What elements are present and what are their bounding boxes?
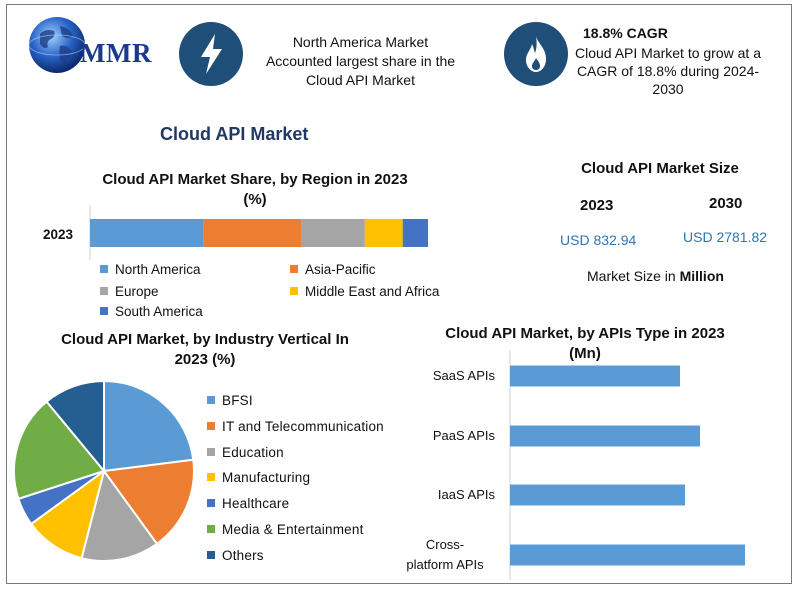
fact2-line1: Cloud API Market to grow at a — [575, 45, 761, 61]
market-size-value-2023: USD 832.94 — [560, 232, 637, 248]
region-legend-label: North America — [115, 262, 201, 277]
api-bar-paas-apis — [510, 425, 700, 447]
region-bar-segment-north-america — [90, 219, 204, 247]
api-category-label-line: Cross- — [425, 537, 465, 552]
api-chart-title-line1: Cloud API Market, by APIs Type in 2023 — [445, 325, 725, 342]
globe-icon — [28, 17, 86, 73]
pie-slice-others — [45, 379, 105, 474]
region-legend-label: Asia-Pacific — [305, 262, 376, 277]
region-legend-swatch — [290, 287, 298, 295]
pie-legend-swatch — [207, 421, 215, 430]
region-stacked-bar-chart — [89, 205, 428, 260]
region-legend-swatch — [290, 265, 298, 273]
logo-text: MMR — [80, 38, 152, 68]
fact1-line3: Cloud API Market — [306, 72, 415, 88]
api-bar-saas-apis — [510, 365, 680, 387]
fact1-icon-circle — [179, 22, 243, 86]
region-bar-segment-asia-pacific — [203, 219, 302, 247]
pie-legend-swatch — [207, 525, 215, 533]
market-size-unit: Market Size in Million — [587, 268, 724, 284]
market-size-unit-prefix: Market Size in — [587, 268, 680, 284]
pie-legend-label: Education — [222, 444, 284, 460]
fact2-text: Cloud API Market to grow at a CAGR of 18… — [568, 44, 768, 98]
fact2-icon-circle — [504, 22, 568, 86]
pie-legend-swatch — [207, 473, 215, 482]
pie-legend-label: IT and Telecommunication — [222, 418, 384, 434]
region-bar-segment-europe — [301, 219, 365, 247]
fact1-line2: Accounted largest share in the — [265, 53, 456, 69]
pie-chart-title: Cloud API Market, by Industry Vertical I… — [30, 330, 380, 370]
region-legend-swatch — [100, 307, 108, 315]
fact1-line1: North America Market — [292, 34, 429, 50]
region-legend-label: Middle East and Africa — [305, 284, 440, 299]
region-legend-swatch — [100, 287, 108, 295]
fact2-line2: CAGR of 18.8% during 2024- — [576, 63, 760, 79]
market-size-title: Cloud API Market Size — [581, 160, 739, 177]
pie-legend-label: Manufacturing — [222, 470, 311, 486]
region-legend-item-north-america: North America — [100, 262, 201, 277]
api-category-label-line: IaaS APIs — [437, 487, 495, 502]
market-size-year-2023: 2023 — [580, 197, 614, 214]
api-category-label-line: SaaS APIs — [432, 368, 495, 383]
fact2-title: 18.8% CAGR — [583, 25, 668, 41]
infographic-frame — [6, 4, 792, 584]
api-type-bar-chart — [509, 350, 745, 580]
region-legend-item-asia-pacific: Asia-Pacific — [290, 262, 376, 277]
api-bar-cross-platform-apis — [510, 544, 745, 566]
logo: MMR — [22, 12, 172, 82]
market-size-unit-bold: Million — [679, 268, 724, 284]
pie-legend-item-others: Others — [207, 548, 264, 563]
region-legend-item-middle-east-and-africa: Middle East and Africa — [290, 284, 439, 299]
pie-slice-it-and-telecommunication — [102, 458, 195, 546]
region-bar-segment-south-america — [402, 219, 428, 247]
pie-legend-item-manufacturing: Manufacturing — [207, 470, 310, 485]
api-category-label-paas-apis: PaaS APIs — [395, 426, 495, 446]
pie-legend-item-bfsi: BFSI — [207, 393, 253, 408]
pie-legend-label: Others — [222, 547, 264, 563]
pie-legend-item-education: Education — [207, 445, 284, 460]
main-title: Cloud API Market — [160, 124, 309, 144]
pie-legend-swatch — [207, 396, 215, 404]
pie-legend-swatch — [207, 447, 215, 456]
industry-pie-chart — [13, 379, 195, 562]
region-chart-title: Cloud API Market Share, by Region in 202… — [80, 170, 430, 210]
region-bar-segment-middle-east-and-africa — [364, 219, 403, 247]
fact1-text: North America Market Accounted largest s… — [248, 33, 473, 90]
region-chart-title-line2: (%) — [243, 191, 267, 208]
pie-slice-media-entertainment — [13, 400, 106, 501]
region-chart-title-line1: Cloud API Market Share, by Region in 202… — [102, 171, 408, 188]
region-legend-swatch — [100, 265, 108, 273]
api-category-label-saas-apis: SaaS APIs — [395, 366, 495, 386]
region-bar-category-label: 2023 — [43, 227, 74, 242]
pie-legend-label: Healthcare — [222, 496, 290, 512]
market-size-year-2030: 2030 — [709, 195, 743, 212]
pie-legend-swatch — [207, 499, 215, 508]
region-legend-item-europe: Europe — [100, 284, 159, 299]
lightning-bolt-icon — [201, 34, 222, 74]
pie-slice-education — [80, 468, 159, 562]
api-chart-title-line2: (Mn) — [569, 345, 601, 362]
pie-legend-item-healthcare: Healthcare — [207, 496, 289, 511]
api-bar-iaas-apis — [510, 484, 685, 506]
pie-slice-bfsi — [103, 379, 195, 473]
region-legend-item-south-america: South America — [100, 304, 203, 319]
api-category-label-iaas-apis: IaaS APIs — [395, 485, 495, 505]
pie-legend-item-it-and-telecommunication: IT and Telecommunication — [207, 419, 384, 434]
api-category-label-line: platform APIs — [406, 557, 484, 572]
pie-legend-item-media-entertainment: Media & Entertainment — [207, 522, 364, 537]
api-category-label-line: PaaS APIs — [432, 428, 495, 443]
region-legend-label: Europe — [115, 284, 159, 299]
region-legend-label: South America — [115, 304, 203, 319]
pie-legend-label: BFSI — [222, 393, 253, 408]
pie-chart-title-line2: 2023 (%) — [174, 351, 236, 368]
pie-legend-swatch — [207, 550, 215, 559]
flame-icon — [526, 36, 546, 72]
pie-legend-label: Media & Entertainment — [222, 522, 364, 537]
api-chart-title: Cloud API Market, by APIs Type in 2023 (… — [420, 324, 750, 364]
pie-chart-title-line1: Cloud API Market, by Industry Vertical I… — [61, 331, 349, 348]
api-category-label-cross-platform-apis: Cross-platform APIs — [395, 535, 495, 575]
market-size-value-2030: USD 2781.82 — [683, 229, 768, 245]
fact2-line3: 2030 — [652, 81, 684, 97]
